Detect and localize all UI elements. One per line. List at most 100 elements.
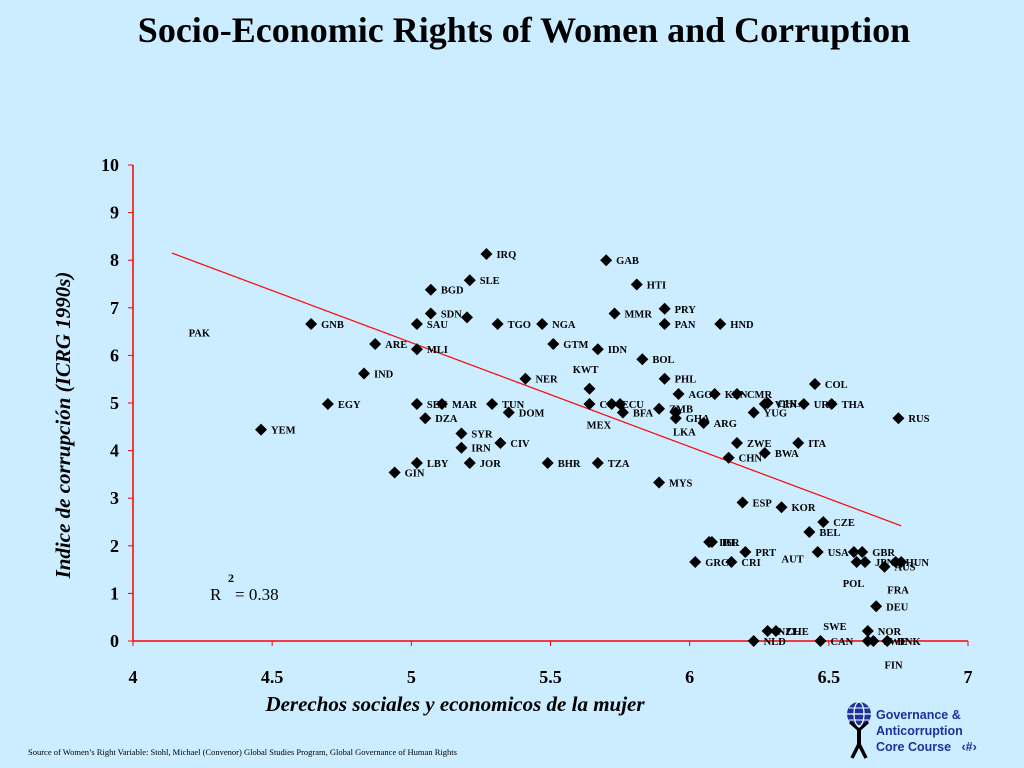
x-tick-label: 7: [964, 667, 973, 687]
data-point-label: DZA: [435, 414, 458, 425]
data-point-marker: [636, 353, 649, 366]
data-point-label: IDN: [608, 345, 628, 356]
data-point-label: ISR: [722, 538, 740, 549]
data-point-label: PAN: [675, 320, 696, 331]
data-point-marker: [653, 476, 666, 489]
data-point-label: SDN: [441, 310, 462, 321]
data-point-marker: [895, 555, 908, 568]
data-point-label: EGY: [338, 400, 361, 411]
data-point-label: URY: [814, 400, 837, 411]
data-point-marker: [892, 412, 905, 425]
data-point-marker: [536, 317, 549, 330]
data-point-label: NGA: [552, 320, 576, 331]
x-tick-label: 6: [685, 667, 694, 687]
data-point-marker: [410, 456, 423, 469]
y-tick-label: 10: [101, 155, 119, 175]
data-point-label: MMR: [625, 310, 653, 321]
y-axis-label: Indice de corrupción (ICRG 1990s): [51, 272, 75, 580]
data-point-marker: [616, 406, 629, 419]
data-point-marker: [867, 635, 880, 647]
data-point-label: BEL: [819, 528, 840, 539]
data-point-marker: [605, 397, 618, 410]
data-point-marker: [856, 545, 869, 558]
data-point-label: LBY: [427, 459, 449, 470]
trendline-path: [171, 252, 902, 527]
data-point-label: ESP: [753, 498, 773, 509]
data-point-marker: [847, 545, 860, 558]
data-point-marker: [697, 416, 710, 429]
data-point-label: BHR: [558, 459, 581, 470]
data-point-marker: [321, 397, 334, 410]
data-point-label: SEN: [427, 400, 448, 411]
data-point-marker: [424, 283, 437, 296]
data-point-label: YUG: [764, 409, 787, 420]
free-label: PAK: [189, 329, 211, 340]
data-point-marker: [658, 302, 671, 315]
data-point-label: BOL: [652, 355, 674, 366]
data-point-label: ECU: [622, 400, 645, 411]
r2-value: = 0.38: [235, 585, 279, 604]
y-tick-label: 9: [110, 203, 119, 223]
data-point-marker: [792, 436, 805, 449]
y-tick-label: 6: [110, 345, 119, 365]
data-point-label: SAU: [427, 320, 448, 331]
data-point-marker: [608, 307, 621, 320]
data-point-label: USA: [828, 548, 849, 559]
data-point-label: KOR: [792, 503, 816, 514]
chart-title: Socio-Economic Rights of Women and Corru…: [138, 10, 910, 50]
r-squared-annotation: R 2 = 0.38: [210, 571, 279, 604]
data-point-marker: [722, 451, 735, 464]
data-point-marker: [739, 545, 752, 558]
r2-label: R: [210, 585, 222, 604]
data-point-label: CAN: [830, 637, 853, 648]
logo-line-2: Anticorruption: [876, 724, 963, 738]
logo-line-3: Core Course ‹#›: [876, 740, 977, 754]
data-point-marker: [881, 635, 894, 647]
data-point-marker: [502, 406, 515, 419]
data-point-marker: [758, 446, 771, 459]
data-point-label: NOR: [878, 627, 902, 638]
data-point-marker: [591, 456, 604, 469]
data-point-label: TGO: [508, 320, 531, 331]
data-point-marker: [410, 343, 423, 356]
data-point-marker: [814, 635, 827, 647]
data-point-marker: [491, 317, 504, 330]
data-point-label: PRT: [755, 548, 776, 559]
data-point-label: SWE: [883, 637, 906, 648]
free-label: POL: [843, 579, 865, 590]
data-point-label: CHL: [778, 399, 801, 410]
data-point-label: TZA: [608, 459, 630, 470]
data-point-label: KEN: [725, 390, 748, 401]
data-point-label: CRI: [741, 558, 760, 569]
data-point-marker: [861, 625, 874, 638]
data-point-marker: [850, 555, 863, 568]
data-point-label: JOR: [480, 459, 501, 470]
data-point-marker: [369, 337, 382, 350]
data-point-label: AGO: [689, 390, 713, 401]
x-tick-label: 5: [407, 667, 416, 687]
data-point-marker: [730, 387, 743, 400]
data-point-marker: [797, 397, 810, 410]
data-point-marker: [747, 635, 760, 647]
data-point-label: YEM: [271, 426, 296, 437]
y-tick-label: 5: [110, 393, 119, 413]
data-point-marker: [591, 343, 604, 356]
data-point-marker: [255, 423, 268, 436]
free-label: KWT: [573, 365, 599, 376]
source-note: Source of Women’s Right Variable: Stohl,…: [28, 747, 457, 757]
data-point-label: DNK: [897, 637, 921, 648]
data-point-label: GNB: [321, 320, 344, 331]
data-point-marker: [583, 382, 596, 395]
data-point-marker: [653, 402, 666, 415]
data-point-label: MYS: [669, 478, 692, 489]
data-point-marker: [541, 456, 554, 469]
data-point-label: PRY: [675, 305, 697, 316]
y-tick-label: 1: [110, 583, 119, 603]
data-point-marker: [672, 387, 685, 400]
data-point-label: TUN: [502, 400, 525, 411]
data-point-label: ZWE: [747, 439, 772, 450]
data-point-marker: [358, 367, 371, 380]
data-point-label: HTI: [647, 280, 666, 291]
data-point-marker: [708, 387, 721, 400]
data-point-marker: [388, 466, 401, 479]
